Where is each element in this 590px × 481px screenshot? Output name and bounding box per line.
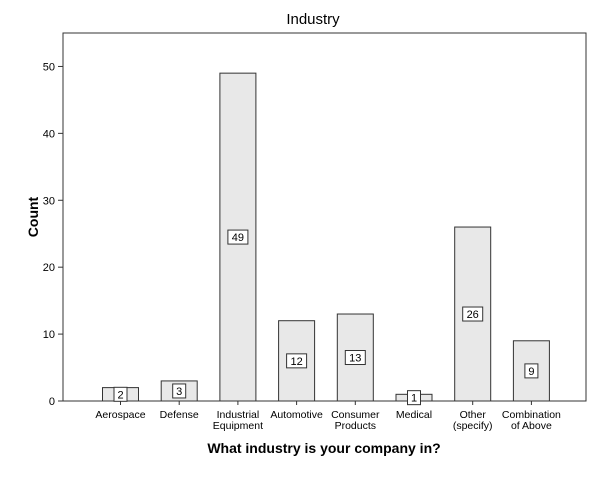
x-axis: Aerospace Defense Industrial Equipment Autom… [95,401,561,432]
x-tick-label: Other (specify) [453,409,493,432]
data-label: 13 [349,353,361,365]
x-tick-label: Automotive [270,409,323,421]
bars: 2 3 49 12 13 1 26 9 [102,72,550,406]
data-label-box [227,229,249,245]
data-label-box [113,386,128,402]
data-label: 9 [528,366,534,378]
data-label: 3 [176,386,182,398]
data-label: 49 [232,232,244,244]
plot-frame [62,32,587,402]
x-tick-label: Industrial Equipment [213,409,263,432]
y-tick-label: 40 [43,128,55,140]
data-label-box [524,363,539,379]
y-tick-label: 50 [43,61,55,73]
data-label-box [286,353,308,369]
y-tick-label: 20 [43,262,55,274]
x-tick-label: Aerospace [95,409,145,421]
data-label-box [407,390,421,406]
x-tick-label: Combination of Above [502,409,561,432]
data-label: 26 [467,309,479,321]
data-label-box [462,306,484,322]
x-axis-label: What industry is your company in? [207,440,440,456]
data-label: 2 [117,389,123,401]
x-tick-label: Defense [160,409,199,421]
chart-title: Industry [286,11,340,28]
x-tick-label: Medical [396,409,432,421]
y-axis-label: Count [25,196,41,237]
data-label-box [172,383,187,399]
y-tick-label: 0 [49,396,55,408]
x-tick-label: Consumer Products [331,409,380,432]
y-tick-label: 30 [43,195,55,207]
data-label: 12 [290,356,302,368]
y-tick-label: 10 [43,329,55,341]
data-label: 1 [411,393,417,405]
y-axis: 0 10 20 30 40 50 [43,61,63,408]
data-label-box [344,350,366,366]
